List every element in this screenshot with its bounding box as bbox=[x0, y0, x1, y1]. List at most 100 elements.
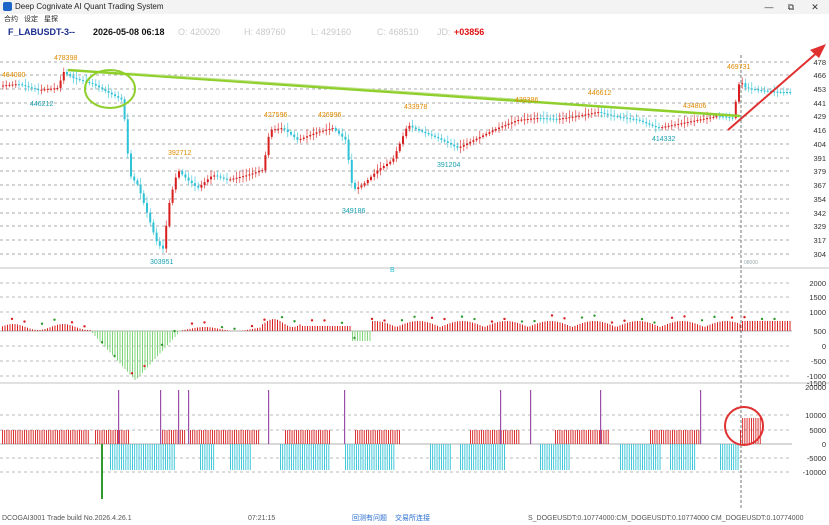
macd-bar bbox=[147, 331, 148, 368]
macd-bar bbox=[217, 328, 218, 331]
candle-body bbox=[517, 119, 520, 122]
macd-bar bbox=[767, 321, 768, 331]
flow-bar-positive bbox=[21, 430, 23, 444]
flow-bar-positive bbox=[110, 430, 112, 444]
macd-bar bbox=[222, 329, 223, 331]
flow-bar-negative bbox=[360, 444, 362, 470]
flow-bar-negative bbox=[319, 444, 321, 470]
macd-bar bbox=[74, 326, 76, 331]
macd-bar bbox=[769, 321, 771, 331]
flow-bar-negative bbox=[386, 444, 388, 470]
flow-bar-positive bbox=[59, 430, 61, 444]
candle-body bbox=[686, 122, 689, 123]
macd-bar bbox=[559, 322, 561, 331]
highlight-circle bbox=[724, 406, 764, 446]
candle-body bbox=[453, 144, 456, 147]
menu-contract[interactable]: 合约 bbox=[4, 16, 18, 23]
candle-body bbox=[395, 151, 398, 159]
candle-body bbox=[763, 90, 766, 92]
flow-bar-positive bbox=[253, 430, 255, 444]
flow-bar-positive bbox=[676, 430, 678, 444]
flow-bar-positive bbox=[355, 430, 356, 444]
macd-dot bbox=[580, 316, 584, 319]
flow-bar-positive bbox=[601, 430, 603, 444]
flow-bar-negative bbox=[689, 444, 691, 470]
flow-bar-negative bbox=[284, 444, 286, 470]
flow-bar-positive bbox=[125, 430, 127, 444]
menu-settings[interactable]: 设定 bbox=[24, 16, 38, 23]
close-button[interactable]: ✕ bbox=[811, 2, 819, 12]
minimize-button[interactable]: — bbox=[764, 2, 774, 12]
macd-bar bbox=[112, 331, 113, 356]
backtest-link[interactable]: 回测有问题 bbox=[352, 515, 387, 522]
macd-bar bbox=[617, 326, 618, 331]
candle-body bbox=[110, 92, 113, 95]
macd-tick: -1000 bbox=[807, 372, 826, 381]
macd-bar bbox=[19, 325, 21, 331]
macd-tick: -1500 bbox=[807, 379, 826, 388]
maximize-button[interactable]: ⧉ bbox=[787, 2, 795, 12]
macd-bar bbox=[412, 321, 413, 331]
candle-body bbox=[238, 177, 241, 178]
flow-bar-negative bbox=[694, 444, 696, 470]
trend-line-thin bbox=[129, 72, 531, 101]
price-tick: 416 bbox=[813, 126, 826, 135]
candle-body bbox=[779, 91, 782, 93]
flow-bar-positive bbox=[203, 430, 205, 444]
macd-bar bbox=[619, 325, 621, 331]
flow-bar-negative bbox=[380, 444, 382, 470]
menu-explore[interactable]: 星探 bbox=[44, 16, 58, 23]
candle-body bbox=[312, 133, 315, 136]
macd-bar bbox=[614, 326, 616, 331]
flow-bar-negative bbox=[672, 444, 674, 470]
macd-dot bbox=[23, 320, 26, 323]
macd-bar bbox=[602, 322, 603, 331]
flow-bar-positive bbox=[85, 430, 87, 444]
candle-body bbox=[571, 116, 574, 118]
flow-tick: 0 bbox=[822, 440, 826, 449]
candle-body bbox=[629, 118, 632, 120]
macd-bar bbox=[69, 324, 71, 331]
flow-bar-positive bbox=[368, 430, 370, 444]
menu-bar: 合约 设定 星探 bbox=[0, 14, 829, 25]
macd-bar bbox=[524, 325, 526, 331]
macd-dot bbox=[280, 315, 284, 319]
macd-bar bbox=[452, 322, 453, 331]
macd-bar bbox=[597, 321, 598, 331]
datetime-label: 2026-05-08 06:18 bbox=[93, 27, 165, 37]
flow-bar-negative bbox=[324, 444, 325, 470]
macd-bar bbox=[322, 326, 323, 331]
macd-bar bbox=[22, 325, 23, 331]
macd-bar bbox=[527, 326, 528, 331]
flow-bar-positive bbox=[388, 430, 389, 444]
flow-bar-negative bbox=[116, 444, 118, 470]
macd-tick: 0 bbox=[822, 342, 826, 351]
macd-bar bbox=[749, 321, 751, 331]
macd-bar bbox=[692, 322, 693, 331]
flow-bar-positive bbox=[740, 430, 741, 444]
macd-dot bbox=[160, 343, 164, 347]
flow-bar-negative bbox=[213, 444, 215, 470]
macd-bar bbox=[727, 321, 728, 331]
macd-bar bbox=[637, 321, 638, 331]
chart-area[interactable]: 08000 B 478398 464000 446212 392712 3039… bbox=[0, 39, 829, 513]
candle-body bbox=[158, 241, 161, 246]
flow-bar-positive bbox=[28, 430, 30, 444]
flow-bar-negative bbox=[291, 444, 292, 470]
trend-line bbox=[67, 68, 741, 118]
flow-bar-negative bbox=[328, 444, 330, 470]
macd-bar bbox=[479, 325, 481, 331]
flow-bar-positive bbox=[399, 430, 400, 444]
exchange-link[interactable]: 交易所连接 bbox=[395, 515, 430, 522]
flow-bar-positive bbox=[234, 430, 235, 444]
macd-bar bbox=[29, 328, 31, 331]
flow-bar-negative bbox=[315, 444, 317, 470]
flow-bar-positive bbox=[245, 430, 246, 444]
candle-body bbox=[178, 171, 180, 178]
candle-body bbox=[782, 92, 785, 93]
build-info: DCOGAI3001 Trade build No.2026.4.26.1 bbox=[2, 515, 132, 522]
macd-bar bbox=[337, 326, 338, 331]
flow-spike bbox=[160, 390, 162, 444]
flow-bar-positive bbox=[678, 430, 680, 444]
candle-body bbox=[706, 118, 708, 120]
